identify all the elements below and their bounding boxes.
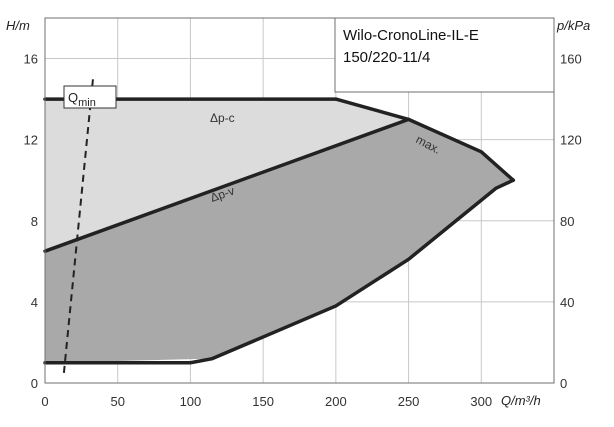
y-tick-label-left: 12 xyxy=(24,133,38,148)
title-box xyxy=(334,17,555,93)
qmin-label-box xyxy=(63,85,117,109)
y-tick-label-left: 8 xyxy=(31,214,38,229)
plot-frame xyxy=(44,17,555,384)
y-tick-label-right: 160 xyxy=(560,52,582,67)
y-tick-label-right: 120 xyxy=(560,133,582,148)
y-axis-label-left: H/m xyxy=(6,18,30,33)
y-tick-label-right: 80 xyxy=(560,214,574,229)
qmin-label: Qmin xyxy=(68,90,96,109)
x-tick-label: 0 xyxy=(41,394,48,409)
y-tick-label-left: 16 xyxy=(24,52,38,67)
operating-area-dark xyxy=(45,119,514,363)
qmin-line xyxy=(62,78,94,373)
x-tick-label: 50 xyxy=(110,394,124,409)
y-tick-label-left: 4 xyxy=(31,295,38,310)
chart-title-line-2: 150/220-11/4 xyxy=(343,49,430,66)
min-curve xyxy=(43,178,516,365)
y-axis-label-right: p/kPa xyxy=(556,18,590,33)
x-tick-label: 300 xyxy=(470,394,492,409)
y-tick-label-right: 0 xyxy=(560,376,567,391)
chart-title-line-1: Wilo-CronoLine-IL-E xyxy=(343,27,479,44)
x-tick-label: 100 xyxy=(180,394,202,409)
y-tick-label-left: 0 xyxy=(31,376,38,391)
x-tick-label: 200 xyxy=(325,394,347,409)
y-tick-label-right: 40 xyxy=(560,295,574,310)
x-axis-label: Q/m³/h xyxy=(501,393,541,408)
operating-area-light xyxy=(45,99,409,252)
x-tick-label: 250 xyxy=(398,394,420,409)
x-tick-label: 150 xyxy=(252,394,274,409)
max-curve xyxy=(334,97,516,182)
curve-label-dp-c: Δp-c xyxy=(210,111,235,125)
dp-v-curve xyxy=(43,117,411,253)
